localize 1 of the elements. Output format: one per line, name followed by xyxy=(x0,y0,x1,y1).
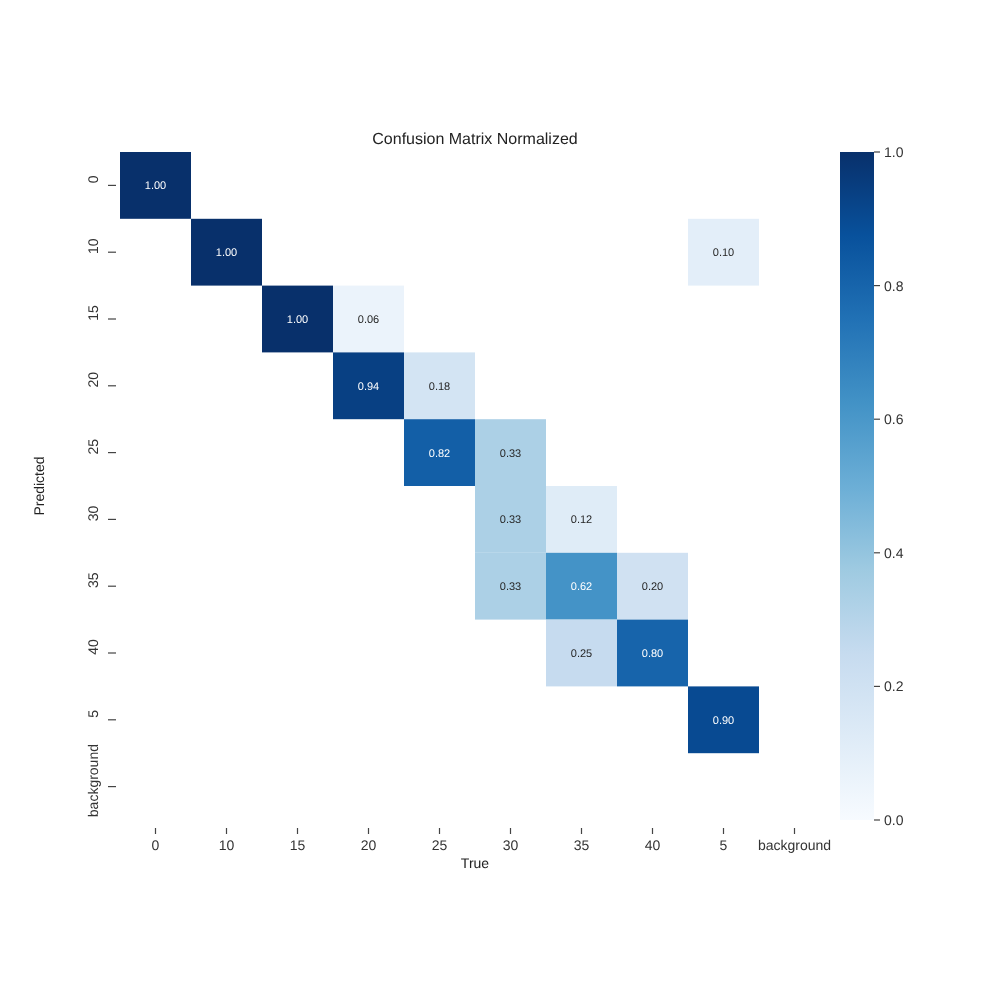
chart-title: Confusion Matrix Normalized xyxy=(372,130,578,148)
